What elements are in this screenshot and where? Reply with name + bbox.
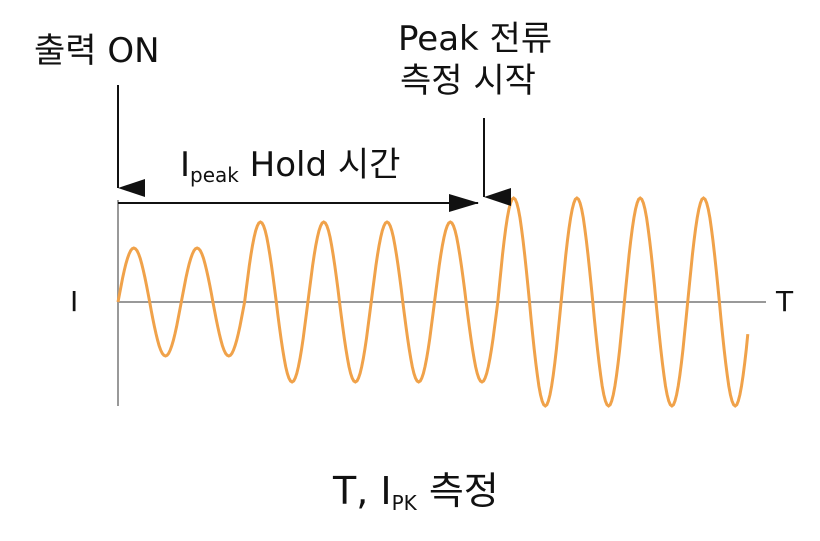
hold-time-label: Ipeak Hold 시간: [180, 145, 401, 187]
current-waveform: [116, 196, 750, 408]
x-axis-label: T: [776, 285, 794, 318]
peak-start-label-line1: Peak 전류: [398, 19, 553, 59]
peak-start-label-line2: 측정 시작: [400, 61, 536, 101]
y-axis-label: I: [70, 285, 79, 318]
caption: T, IPK 측정: [333, 469, 499, 515]
output-on-label: 출력 ON: [34, 31, 160, 71]
